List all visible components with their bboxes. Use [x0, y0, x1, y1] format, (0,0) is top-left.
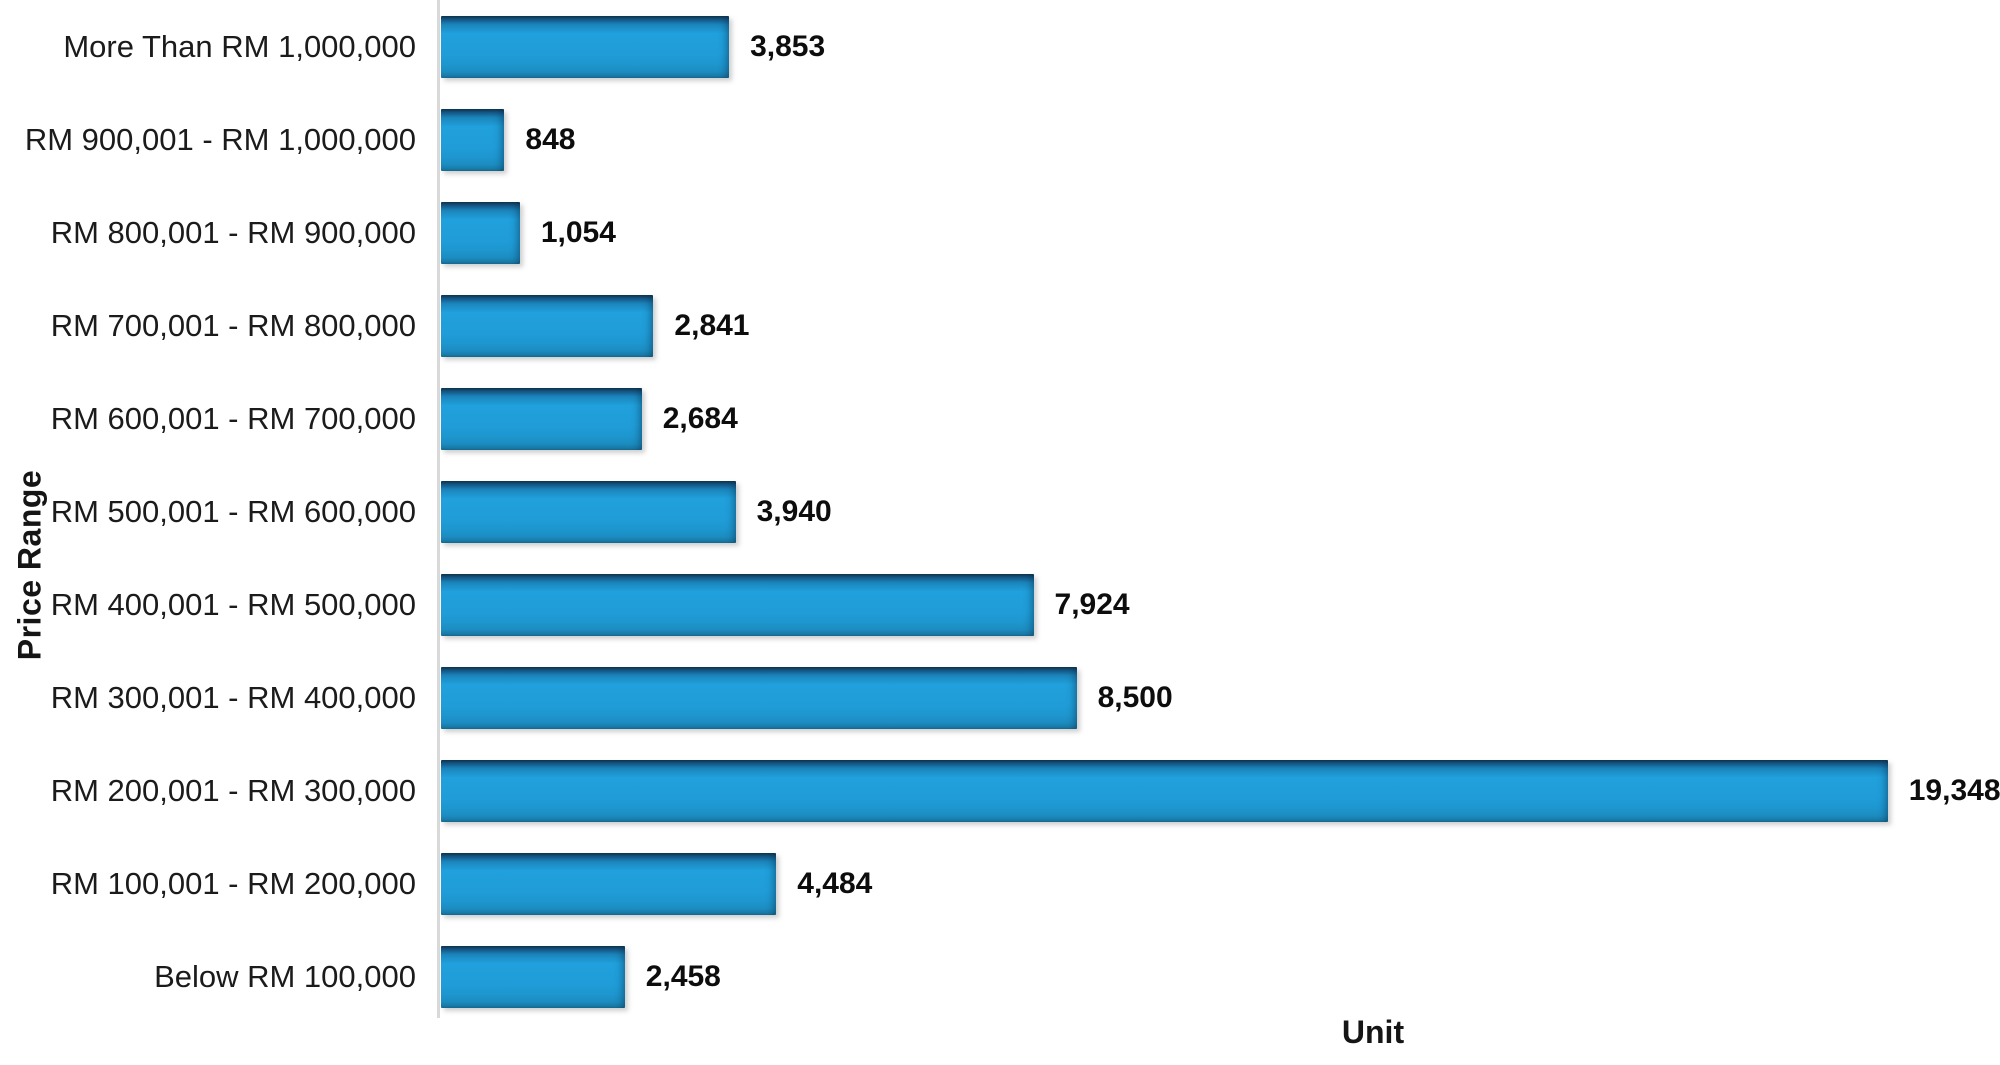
bar	[441, 294, 654, 357]
category-label: RM 900,001 - RM 1,000,000	[24, 121, 416, 157]
value-label: 19,348	[1908, 773, 2000, 807]
bar-zone: 848	[441, 108, 2000, 171]
bar-zone: 7,924	[441, 573, 2000, 636]
bar	[441, 573, 1034, 636]
chart-row: RM 300,001 - RM 400,000 8,500	[0, 651, 2000, 744]
bar-rows: More Than RM 1,000,000 3,853 RM 900,001 …	[0, 0, 2000, 1023]
bar	[441, 15, 730, 78]
y-axis-line	[437, 0, 440, 1018]
category-label: RM 800,001 - RM 900,000	[50, 214, 416, 250]
bar-zone: 19,348	[441, 759, 2000, 822]
bar-zone: 4,484	[441, 852, 2000, 915]
value-label: 1,054	[540, 215, 616, 249]
chart-row: RM 600,001 - RM 700,000 2,684	[0, 372, 2000, 465]
value-label: 3,940	[756, 494, 832, 528]
bar-zone: 3,940	[441, 480, 2000, 543]
chart-row: RM 900,001 - RM 1,000,000 848	[0, 93, 2000, 186]
bar-zone: 1,054	[441, 201, 2000, 264]
category-label: More Than RM 1,000,000	[63, 28, 416, 64]
value-label: 8,500	[1097, 680, 1173, 714]
category-label: RM 700,001 - RM 800,000	[50, 307, 416, 343]
chart-row: RM 800,001 - RM 900,000 1,054	[0, 186, 2000, 279]
bar	[441, 759, 1888, 822]
x-axis-title: Unit	[1341, 1014, 1405, 1050]
value-label: 2,684	[662, 401, 738, 435]
category-label: RM 600,001 - RM 700,000	[50, 400, 416, 436]
bar-zone: 2,841	[441, 294, 2000, 357]
value-label: 7,924	[1054, 587, 1130, 621]
value-label: 4,484	[797, 866, 873, 900]
category-label: Below RM 100,000	[154, 958, 416, 994]
value-label: 2,458	[645, 959, 721, 993]
value-label: 2,841	[674, 308, 750, 342]
category-label: RM 400,001 - RM 500,000	[50, 586, 416, 622]
category-label: RM 100,001 - RM 200,000	[50, 865, 416, 901]
chart-row: RM 100,001 - RM 200,000 4,484	[0, 837, 2000, 930]
bar	[441, 852, 777, 915]
chart-row: RM 400,001 - RM 500,000 7,924	[0, 558, 2000, 651]
category-label: RM 500,001 - RM 600,000	[50, 493, 416, 529]
chart-row: More Than RM 1,000,000 3,853	[0, 0, 2000, 93]
bar-zone: 2,458	[441, 945, 2000, 1008]
bar	[441, 201, 520, 264]
bar-zone: 2,684	[441, 387, 2000, 450]
bar-zone: 3,853	[441, 15, 2000, 78]
bar	[441, 108, 505, 171]
chart-row: Below RM 100,000 2,458	[0, 930, 2000, 1023]
category-label: RM 300,001 - RM 400,000	[50, 679, 416, 715]
bar	[441, 387, 642, 450]
chart-row: RM 200,001 - RM 300,000 19,348	[0, 744, 2000, 837]
bar	[441, 480, 736, 543]
category-label: RM 200,001 - RM 300,000	[50, 772, 416, 808]
value-label: 3,853	[750, 29, 826, 63]
bar-zone: 8,500	[441, 666, 2000, 729]
chart-row: RM 500,001 - RM 600,000 3,940	[0, 465, 2000, 558]
bar	[441, 666, 1077, 729]
value-label: 848	[525, 122, 576, 156]
bar	[441, 945, 625, 1008]
chart-row: RM 700,001 - RM 800,000 2,841	[0, 279, 2000, 372]
